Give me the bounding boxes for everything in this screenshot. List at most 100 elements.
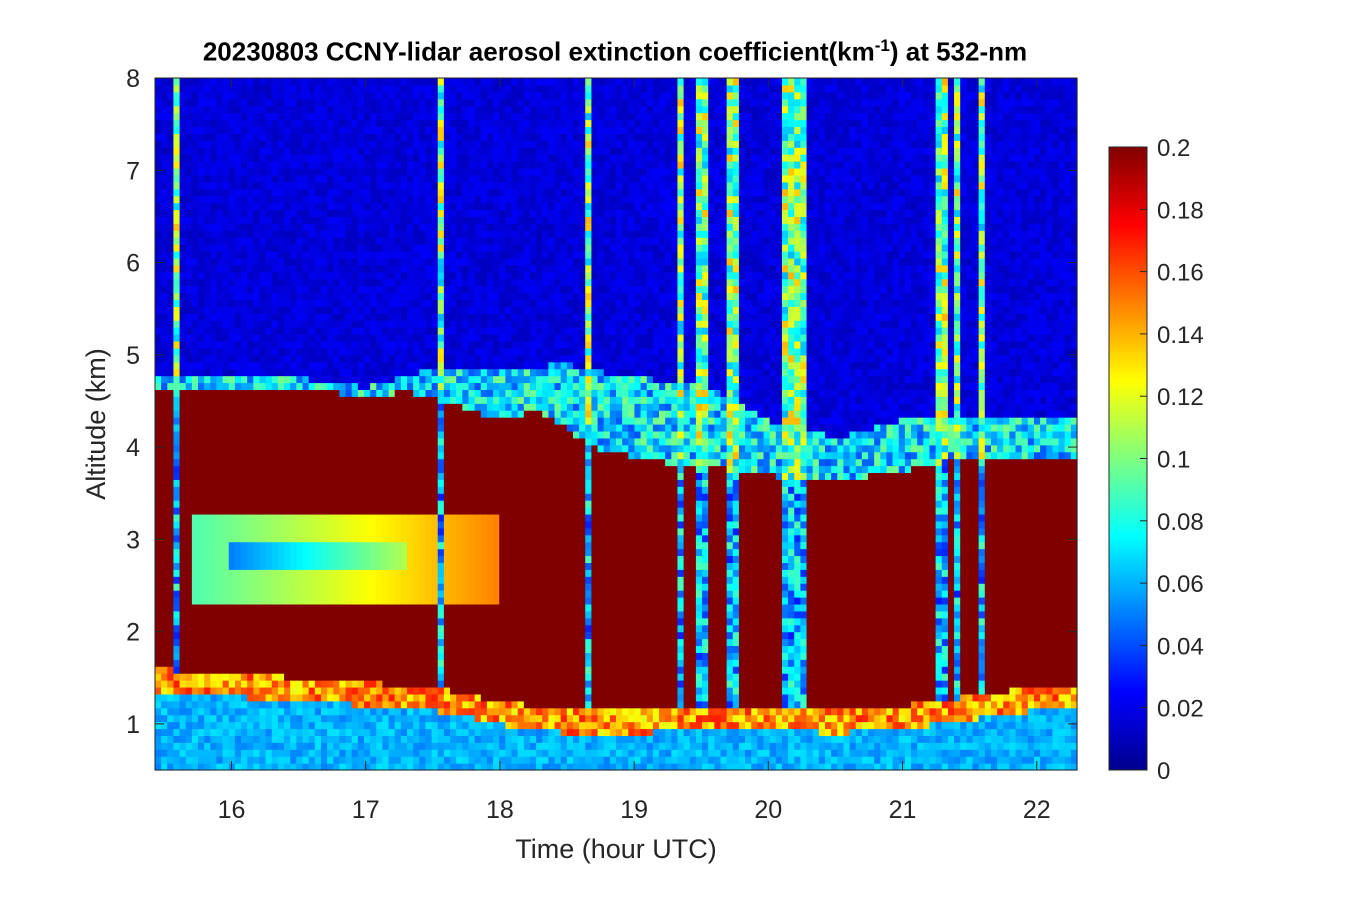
heatmap-cell (327, 645, 334, 653)
heatmap-cell (431, 458, 439, 467)
heatmap-cell (400, 430, 408, 439)
heatmap-cell (290, 493, 297, 501)
heatmap-cell (179, 167, 187, 176)
heatmap-cell (394, 527, 402, 536)
heatmap-cell (216, 375, 224, 384)
heatmap-cell (204, 285, 211, 294)
heatmap-cell (179, 126, 187, 134)
heatmap-cell (431, 583, 439, 591)
heatmap-cell (253, 541, 261, 550)
heatmap-cell (407, 368, 414, 377)
heatmap-cell (456, 202, 463, 211)
heatmap-cell (265, 285, 273, 294)
heatmap-cell (259, 624, 267, 633)
heatmap-cell (351, 112, 359, 121)
heatmap-cell (290, 299, 297, 307)
heatmap-cell (394, 361, 402, 370)
heatmap-cell (400, 389, 408, 397)
heatmap-cell (382, 562, 390, 570)
heatmap-cell (253, 603, 261, 612)
heatmap-cell (185, 389, 193, 397)
heatmap-cell (363, 424, 371, 432)
heatmap-cell (173, 340, 181, 349)
heatmap-cell (413, 216, 420, 224)
heatmap-cell (210, 306, 218, 314)
heatmap-cell (400, 133, 408, 141)
heatmap-cell (290, 257, 297, 266)
heatmap-cell (419, 347, 427, 356)
heatmap-cell (394, 417, 402, 425)
heatmap-cell (161, 354, 168, 363)
heatmap-cell (314, 98, 322, 107)
heatmap-cell (314, 638, 322, 647)
heatmap-cell (314, 361, 322, 370)
heatmap-cell (450, 562, 457, 570)
heatmap-cell (400, 680, 408, 688)
heatmap-cell (161, 133, 168, 141)
heatmap-cell (320, 576, 328, 584)
heatmap-cell (419, 354, 427, 363)
heatmap-cell (376, 756, 384, 764)
heatmap-cell (437, 424, 445, 432)
heatmap-cell (296, 617, 304, 626)
heatmap-cell (431, 631, 439, 640)
heatmap-cell (173, 700, 181, 709)
heatmap-cell (222, 84, 230, 93)
heatmap-cell (345, 410, 353, 418)
heatmap-cell (314, 728, 322, 736)
heatmap-cell (216, 603, 224, 612)
heatmap-cell (419, 313, 427, 321)
heatmap-cell (284, 216, 291, 224)
heatmap-cell (271, 334, 279, 342)
heatmap-cell (450, 597, 457, 605)
heatmap-cell (339, 181, 347, 190)
heatmap-cell (222, 603, 230, 612)
heatmap-cell (333, 666, 340, 674)
heatmap-cell (351, 707, 359, 716)
heatmap-cell (308, 403, 316, 411)
heatmap-cell (277, 354, 285, 363)
heatmap-cell (271, 195, 279, 204)
heatmap-cell (320, 147, 328, 155)
heatmap-cell (456, 327, 463, 335)
heatmap-cell (210, 756, 218, 764)
heatmap-cell (271, 693, 279, 702)
heatmap-cell (419, 292, 427, 301)
heatmap-cell (363, 161, 371, 169)
heatmap-cell (204, 610, 211, 619)
heatmap-cell (388, 603, 396, 612)
heatmap-cell (357, 507, 365, 515)
heatmap-cell (179, 147, 187, 155)
heatmap-cell (370, 195, 377, 204)
heatmap-cell (308, 306, 316, 314)
heatmap-cell (185, 340, 193, 349)
heatmap-cell (425, 271, 433, 280)
heatmap-cell (259, 680, 267, 688)
heatmap-cell (284, 147, 291, 155)
heatmap-cell (363, 763, 371, 771)
heatmap-cell (327, 562, 334, 570)
heatmap-cell (234, 624, 242, 633)
heatmap-cell (419, 126, 427, 134)
heatmap-cell (179, 576, 187, 584)
heatmap-cell (376, 257, 384, 266)
heatmap-cell (191, 410, 199, 418)
heatmap-cell (363, 756, 371, 764)
heatmap-cell (234, 347, 242, 356)
heatmap-cell (191, 382, 199, 390)
heatmap-cell (437, 479, 445, 487)
heatmap-cell (345, 167, 353, 176)
heatmap-cell (314, 91, 322, 100)
heatmap-cell (407, 354, 414, 363)
heatmap-cell (357, 244, 365, 252)
heatmap-cell (370, 548, 377, 557)
heatmap-cell (363, 126, 371, 134)
heatmap-cell (216, 306, 224, 314)
heatmap-cell (265, 105, 273, 114)
heatmap-cell (277, 216, 285, 224)
heatmap-cell (179, 340, 187, 349)
heatmap-cell (376, 292, 384, 301)
heatmap-cell (357, 257, 365, 266)
heatmap-cell (284, 756, 291, 764)
heatmap-cell (450, 645, 457, 653)
